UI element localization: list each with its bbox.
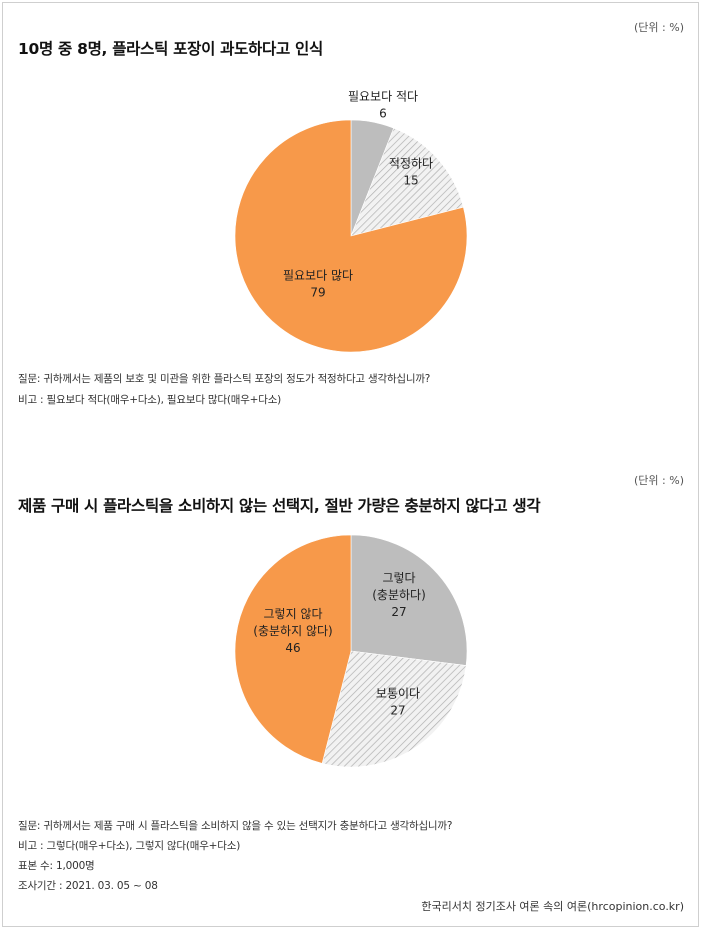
pie1-slice-1-value: 6 xyxy=(379,107,387,121)
pie1-slice-1-label: 필요보다 적다 xyxy=(348,90,418,104)
pie1-slice-2-value: 15 xyxy=(403,174,418,188)
chart-title-1: 10명 중 8명, 플라스틱 포장이 과도하다고 인식 xyxy=(18,40,323,58)
unit-label-2: (단위 : %) xyxy=(634,474,684,487)
pie2-slice-1-sublabel: (충분하다) xyxy=(372,588,426,602)
remark-note-2: 비고 : 그렇다(매우+다소), 그렇지 않다(매우+다소) xyxy=(18,840,241,852)
unit-label-1: (단위 : %) xyxy=(634,21,684,34)
question-note-1: 질문: 귀하께서는 제품의 보호 및 미관을 위한 플라스틱 포장의 정도가 적… xyxy=(18,373,431,385)
survey-period-note: 조사기간 : 2021. 03. 05 ~ 08 xyxy=(18,880,158,892)
pie1-slice-3-value: 79 xyxy=(310,286,325,300)
remark-note-1: 비고 : 필요보다 적다(매우+다소), 필요보다 많다(매우+다소) xyxy=(18,394,282,406)
pie2-slice-2 xyxy=(321,650,467,768)
question-note-2: 질문: 귀하께서는 제품 구매 시 플라스틱을 소비하지 않을 수 있는 선택지… xyxy=(18,820,453,832)
pie2-slice-2-value: 27 xyxy=(390,704,405,718)
pie2-slice-1-label: 그렇다 xyxy=(382,570,415,585)
pie1-slice-2-label: 적정하다 xyxy=(389,157,433,171)
pie2-slice-2-label: 보통이다 xyxy=(376,687,420,701)
pie1-slice-2 xyxy=(350,127,464,237)
pie2-slice-1 xyxy=(350,534,468,666)
pie2-slice-3 xyxy=(234,534,352,764)
pie2-slice-3-label: 그렇지 않다 xyxy=(263,606,322,621)
sample-size-note: 표본 수: 1,000명 xyxy=(18,860,95,872)
pie2-slice-3-sublabel: (충분하지 않다) xyxy=(253,624,332,638)
pie1-slice-3 xyxy=(234,119,468,353)
chart-title-2: 제품 구매 시 플라스틱을 소비하지 않는 선택지, 절반 가량은 충분하지 않… xyxy=(18,497,541,515)
source-credit: 한국리서치 정기조사 여론 속의 여론(hrcopinion.co.kr) xyxy=(421,900,684,913)
pie2-slice-3-value: 46 xyxy=(285,641,300,655)
pie1-slice-3-label: 필요보다 많다 xyxy=(283,269,353,283)
pie2-slice-1-value: 27 xyxy=(391,605,406,619)
